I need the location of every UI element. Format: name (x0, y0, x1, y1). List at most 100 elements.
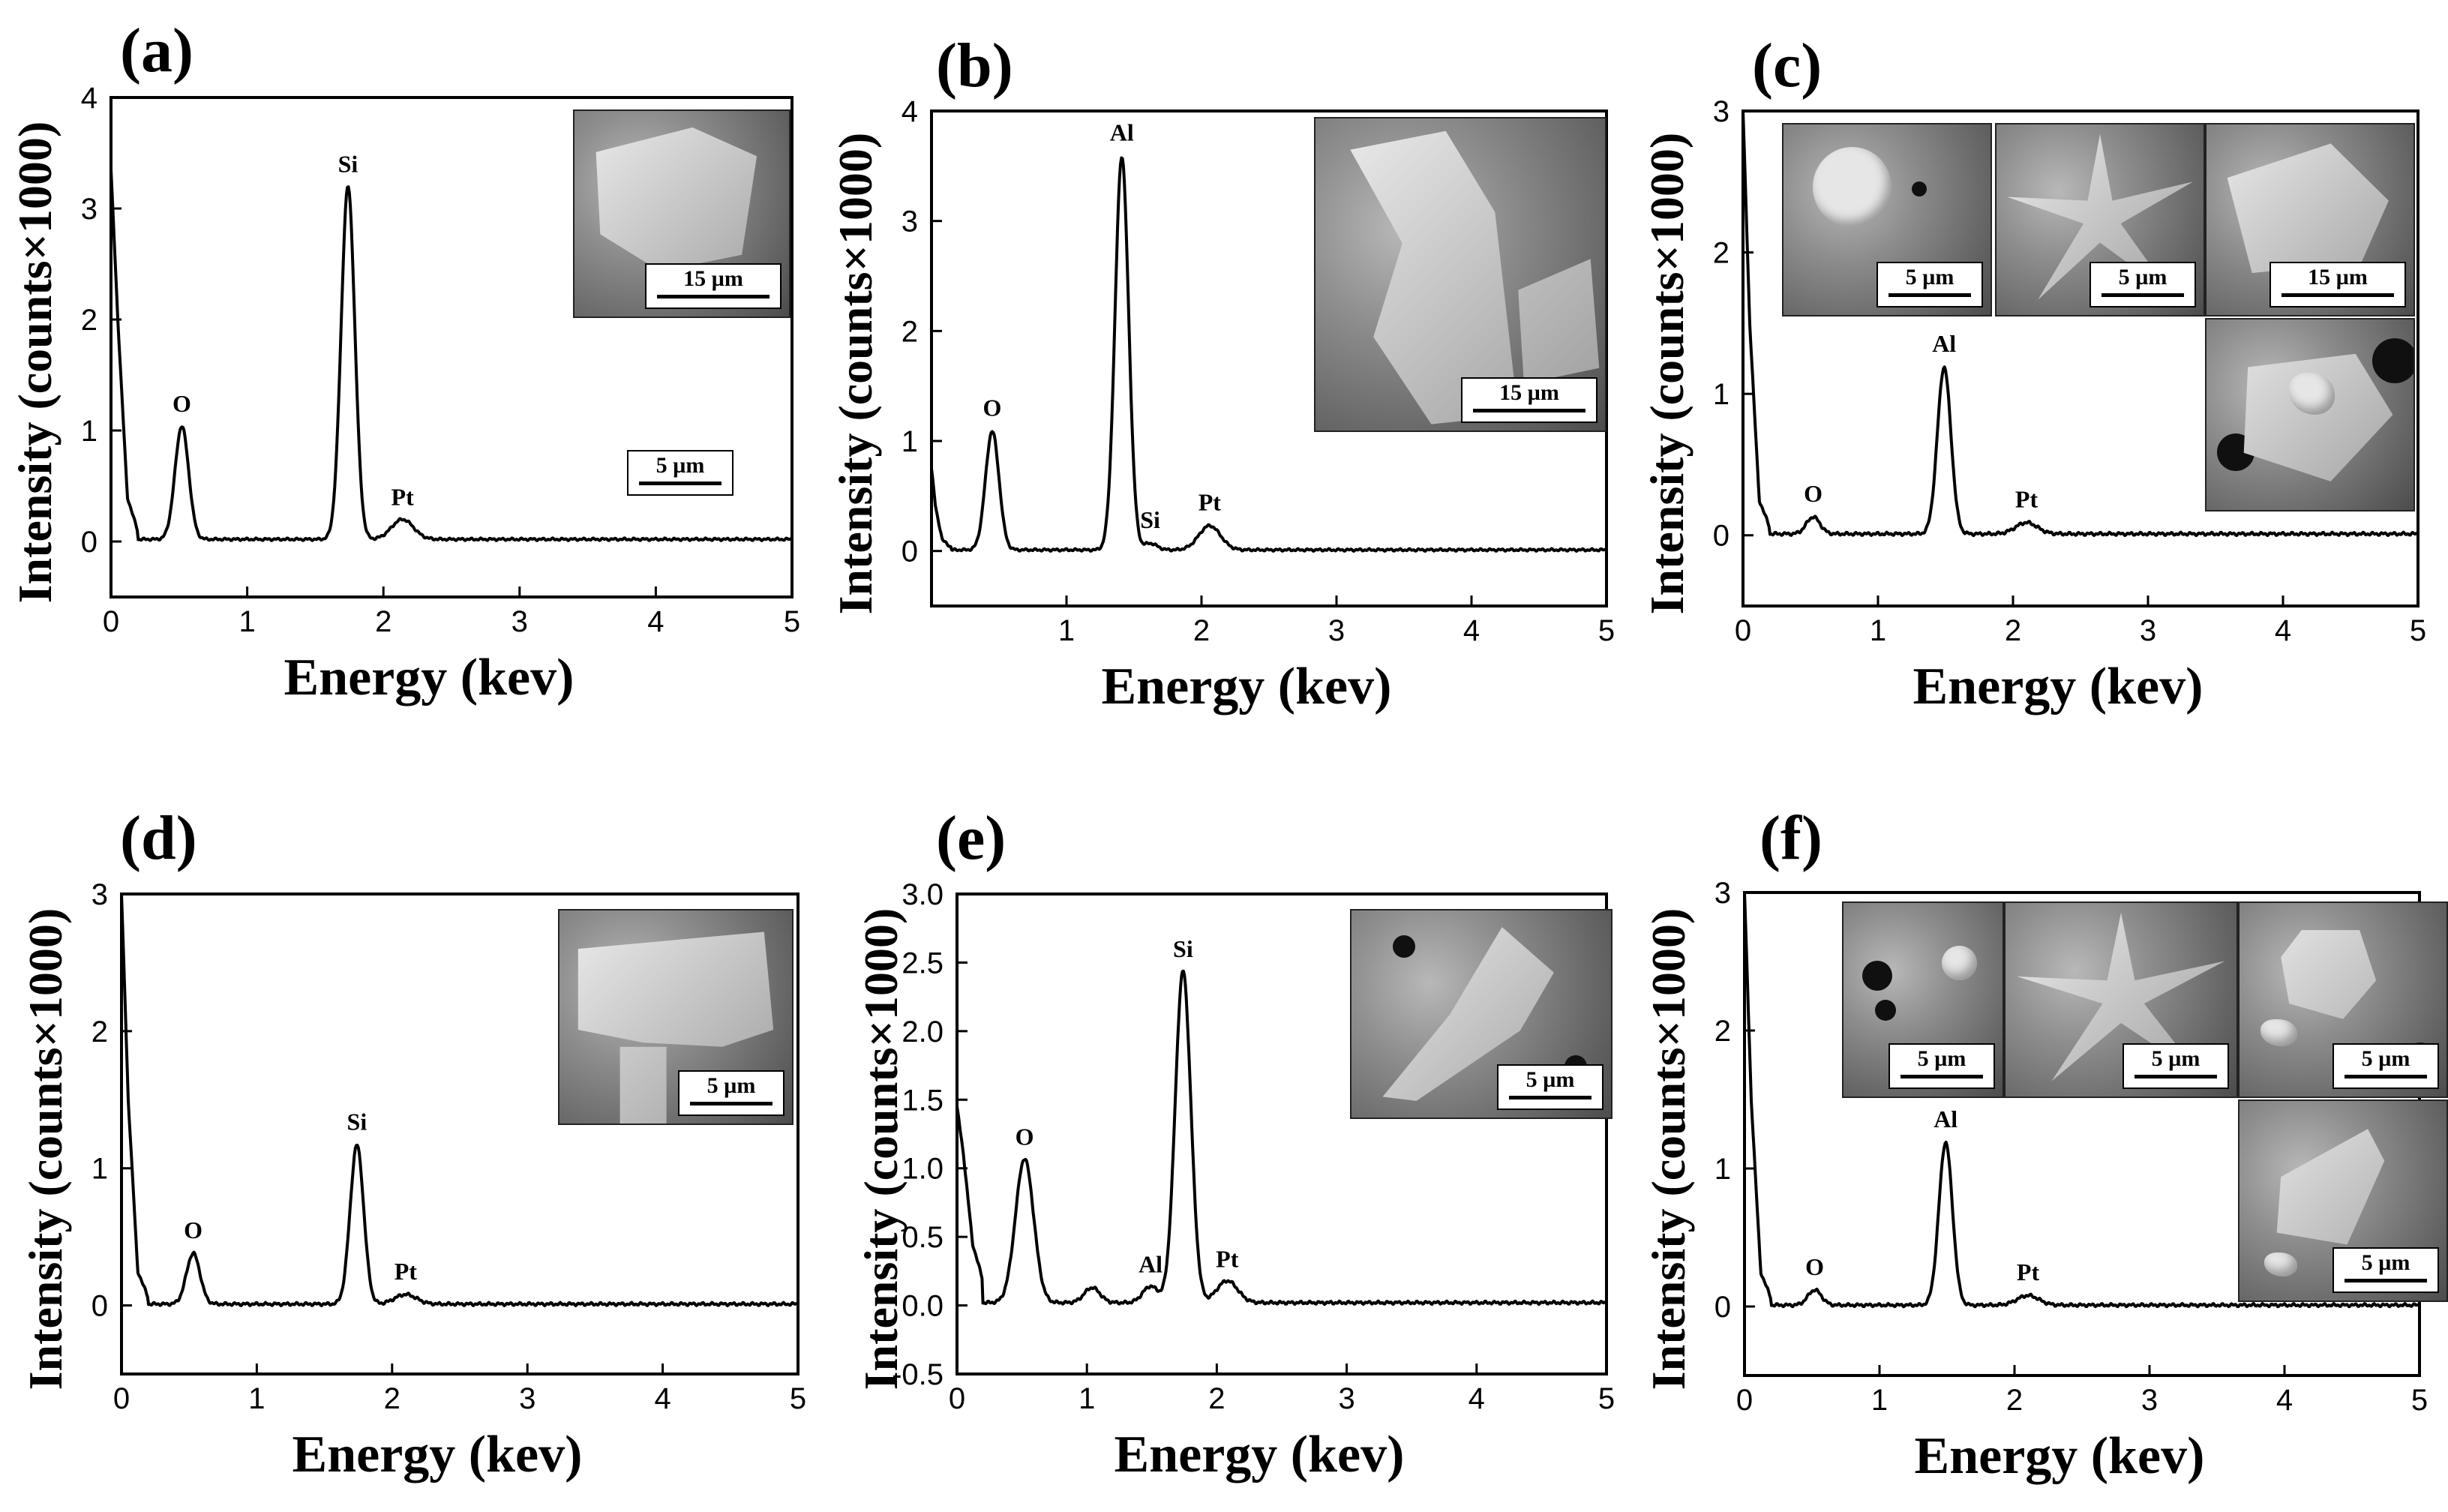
y-axis-label: Intensity (counts×1000) (829, 133, 882, 615)
scale-bar-label: 5 µm (2151, 1046, 2200, 1071)
y-axis-label: Intensity (counts×1000) (1642, 908, 1695, 1390)
x-tick-label: 1 (1871, 1384, 1888, 1417)
x-tick-label: 2 (2005, 614, 2021, 647)
scale-bar-label: 15 µm (1499, 380, 1559, 405)
scale-bar: 5 µm (1888, 1043, 1995, 1089)
x-tick-label: 4 (1463, 614, 1480, 647)
spectrum-line (930, 156, 1608, 553)
sem-pore (1875, 1000, 1897, 1021)
peak-label: Pt (1216, 1245, 1239, 1272)
x-tick-label: 3 (1328, 614, 1345, 647)
x-axis-label: Energy (kev) (1114, 1426, 1405, 1484)
x-tick-label: 1 (1870, 614, 1886, 647)
peak-label: Al (1110, 119, 1134, 146)
y-tick-label: 0 (92, 1290, 108, 1323)
y-axis-label: Intensity (counts×1000) (1640, 133, 1694, 615)
scale-bar: 5 µm (1497, 1064, 1604, 1110)
chart-panel-f: (f) 0 1 2 3 4 5 0 1 2 3 Energy (kev) Intensity (coun… (1632, 780, 2448, 1512)
scale-bar-label: 5 µm (656, 453, 705, 478)
sem-inset-image (2205, 318, 2415, 512)
y-tick-label: 4 (902, 95, 918, 128)
x-axis-label: Energy (kev) (1102, 658, 1392, 716)
y-tick-label: 1 (1713, 378, 1730, 411)
scale-bar: 5 µm (678, 1070, 784, 1116)
spectrum-line (1743, 892, 2421, 1309)
panel-label: (f) (1760, 803, 1822, 873)
scale-bar-label: 5 µm (706, 1073, 756, 1098)
peak-label: O (1804, 480, 1822, 507)
chart-svg: (e) 0 1 2 3 4 5 -0.5 0.0 0.5 1.0 1.5 2.0 2.5 3.0 Energy… (854, 803, 1615, 1484)
scale-bar: 5 µm (2122, 1043, 2229, 1089)
y-tick-label: 3.0 (902, 878, 944, 911)
sem-inset-image: 5 µm (1350, 909, 1612, 1119)
y-tick-label: 3 (92, 878, 108, 911)
chart-panel-b: (b) 1 2 3 4 5 0 1 2 3 4 Energy (kev) Intensity (coun… (816, 0, 1632, 750)
x-tick-label: 2 (375, 605, 392, 638)
scale-bar-label: 5 µm (1526, 1067, 1575, 1092)
y-tick-label: 2 (81, 304, 98, 337)
scale-bar: 5 µm (627, 450, 734, 496)
sem-inset-image: 15 µm (573, 110, 790, 318)
x-tick-label: 5 (2410, 614, 2426, 647)
x-tick-label: 3 (512, 605, 528, 638)
chart-panel-e: (e) 0 1 2 3 4 5 -0.5 0.0 0.5 1.0 1.5 2.0 2.5 3.0 Energy… (816, 780, 1632, 1512)
x-tick-label: 3 (2141, 1384, 2158, 1417)
x-tick-label: 5 (1598, 614, 1615, 647)
x-tick-label: 0 (1736, 1384, 1753, 1417)
y-axis-label: Intensity (counts×1000) (854, 908, 908, 1390)
sem-inset-image: 5 µm (2238, 1100, 2448, 1302)
x-tick-label: 4 (2275, 614, 2291, 647)
peak-label: O (184, 1216, 202, 1244)
spectrum-line (956, 969, 1608, 1306)
x-tick-label: 1 (248, 1382, 265, 1415)
y-tick-label: 1 (1714, 1153, 1731, 1186)
sem-pore (2372, 338, 2414, 384)
x-tick-label: 4 (647, 605, 664, 638)
scale-bar-label: 5 µm (2361, 1046, 2410, 1071)
peak-label: Si (1140, 506, 1160, 533)
x-tick-label: 3 (519, 1382, 536, 1415)
scale-bar: 15 µm (2270, 262, 2406, 308)
sem-pore (1862, 961, 1893, 992)
y-tick-label: 2 (92, 1016, 108, 1048)
scale-bar-label: 5 µm (2118, 265, 2168, 290)
plot-frame (930, 110, 1608, 608)
y-tick-label: 2.5 (902, 946, 944, 980)
panel-label: (b) (936, 31, 1013, 100)
scale-bar-label: 15 µm (2308, 265, 2368, 290)
peak-label: O (1016, 1124, 1034, 1150)
peak-label: Pt (392, 483, 415, 510)
sem-inset-image: 5 µm (2004, 902, 2238, 1098)
sem-inset-image: 5 µm (558, 909, 794, 1125)
y-tick-label: 2 (1713, 237, 1730, 270)
scale-bar-line (2344, 1075, 2427, 1078)
scale-bar-line (657, 295, 770, 298)
x-axis-label: Energy (kev) (1913, 658, 2204, 716)
spectrum-line (1742, 110, 2420, 538)
plot-frame (110, 96, 794, 598)
chart-svg: (d) 0 1 2 3 4 5 0 1 2 3 Energy (kev) Intensity (coun… (19, 803, 806, 1484)
peak-label: Pt (2015, 486, 2038, 513)
scale-bar-line (690, 1102, 772, 1106)
scale-bar-label: 5 µm (1905, 265, 1954, 290)
sem-crystal (620, 1046, 667, 1124)
scale-bar-line (1888, 293, 1971, 297)
x-tick-label: 0 (1735, 614, 1751, 647)
y-tick-label: 1 (92, 1153, 108, 1186)
y-tick-label: -0.5 (892, 1358, 944, 1391)
chart-svg: (c) 0 1 2 3 4 5 0 1 2 3 Energy (kev) Intensity (coun… (1640, 31, 2426, 716)
panel-label: (e) (936, 803, 1006, 873)
sem-particle (2264, 1252, 2298, 1277)
y-axis-label: Intensity (counts×1000) (19, 908, 72, 1390)
x-tick-label: 2 (1208, 1382, 1225, 1415)
y-tick-label: 0 (81, 526, 98, 559)
peak-label: O (983, 394, 1002, 421)
x-tick-label: 2 (384, 1382, 400, 1415)
sem-inset-image: 5 µm (2238, 902, 2448, 1098)
x-tick-label: 5 (784, 605, 800, 638)
y-tick-label: 2.0 (902, 1016, 944, 1048)
y-tick-label: 0.0 (902, 1290, 944, 1323)
chart-panel-d: (d) 0 1 2 3 4 5 0 1 2 3 Energy (kev) Intensity (coun… (0, 780, 816, 1512)
x-tick-label: 2 (2006, 1384, 2023, 1417)
scale-bar: 5 µm (2090, 262, 2196, 308)
